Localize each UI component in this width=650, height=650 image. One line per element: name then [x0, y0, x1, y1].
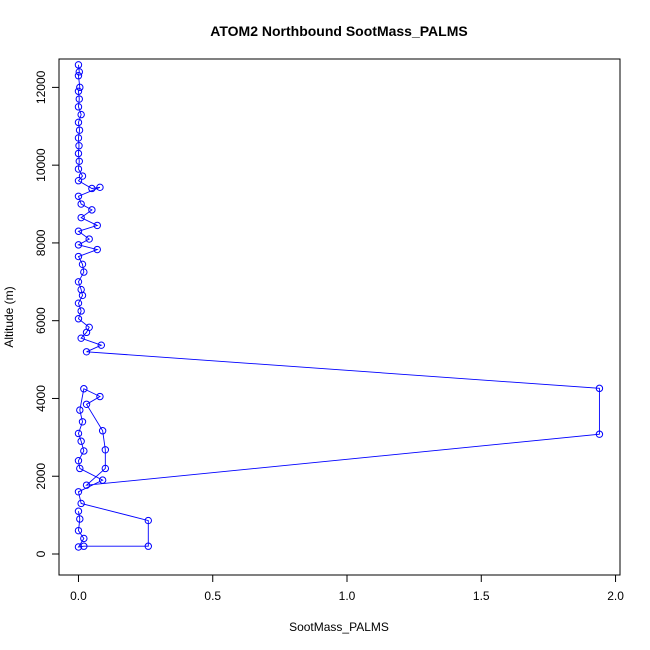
data-point — [80, 534, 88, 543]
y-tick-label: 0 — [34, 550, 48, 557]
data-point — [76, 515, 84, 523]
x-axis: 0.0 0.5 1.0 1.5 2.0 — [70, 574, 624, 603]
data-point — [77, 499, 85, 508]
data-point — [77, 307, 85, 315]
x-axis-label: SootMass_PALMS — [289, 620, 389, 634]
data-point — [74, 456, 83, 465]
data-point — [76, 464, 84, 473]
data-point — [74, 165, 83, 173]
data-point — [98, 427, 107, 435]
data-point — [74, 134, 83, 142]
data-point — [74, 103, 83, 111]
data-point — [74, 252, 83, 261]
data-point — [93, 245, 101, 254]
data-point — [82, 400, 91, 408]
plot-frame — [58, 58, 621, 576]
x-tick-label: 0.5 — [204, 589, 221, 603]
data-point — [88, 206, 96, 214]
y-tick-label: 6000 — [34, 307, 48, 334]
data-point — [74, 278, 83, 286]
y-tick-label: 10000 — [34, 148, 48, 182]
data-point — [75, 126, 84, 134]
x-tick-label: 1.5 — [473, 589, 490, 603]
data-point — [74, 299, 83, 307]
data-point — [98, 476, 107, 484]
data-point — [85, 235, 93, 243]
series-line — [77, 64, 600, 548]
data-point — [74, 429, 83, 438]
data-point — [75, 142, 83, 150]
data-point — [74, 543, 83, 551]
x-tick-label: 1.0 — [339, 589, 356, 603]
y-tick-label: 8000 — [34, 229, 48, 256]
data-point — [77, 213, 85, 222]
data-point — [101, 464, 110, 473]
data-point — [74, 118, 83, 127]
data-point — [78, 172, 87, 180]
data-point — [80, 385, 88, 393]
x-tick-label: 0.0 — [70, 589, 87, 603]
data-point — [595, 384, 604, 393]
data-point — [82, 348, 91, 356]
data-point — [74, 61, 83, 69]
data-point — [77, 437, 85, 445]
data-point — [75, 68, 83, 76]
data-point — [78, 418, 87, 426]
data-point — [74, 315, 83, 323]
data-point — [97, 341, 105, 349]
data-point — [78, 291, 87, 300]
data-point — [76, 83, 84, 92]
data-point — [80, 542, 88, 550]
data-point — [80, 268, 88, 276]
data-point — [88, 184, 96, 193]
data-point — [77, 334, 85, 342]
data-point — [74, 177, 83, 185]
y-tick-label: 4000 — [34, 385, 48, 412]
data-point — [77, 200, 85, 208]
data-point — [144, 542, 152, 550]
data-point — [74, 507, 83, 515]
data-point — [101, 446, 110, 454]
data-point — [82, 481, 91, 489]
data-point — [74, 192, 83, 200]
data-point — [74, 526, 83, 535]
data-point — [78, 260, 87, 269]
series-layer — [74, 61, 604, 551]
data-point — [74, 227, 83, 235]
data-point — [75, 157, 83, 165]
data-point — [96, 392, 104, 401]
data-point — [82, 328, 91, 337]
y-tick-label: 12000 — [34, 70, 48, 104]
data-point — [80, 447, 88, 455]
data-point — [595, 430, 604, 438]
data-point — [75, 95, 83, 103]
data-point — [74, 149, 83, 158]
data-point — [77, 110, 85, 119]
data-point — [93, 221, 101, 230]
data-point — [74, 72, 83, 80]
data-point — [74, 87, 83, 95]
y-tick-label: 2000 — [34, 463, 48, 490]
data-point — [96, 183, 104, 192]
data-point — [76, 406, 84, 414]
y-axis: 0 2000 4000 6000 8000 10000 12000 — [34, 70, 60, 557]
data-point — [144, 516, 152, 525]
y-axis-label: Altitude (m) — [2, 286, 16, 347]
x-tick-label: 2.0 — [607, 589, 624, 603]
chart-title: ATOM2 Northbound SootMass_PALMS — [210, 23, 467, 39]
data-point — [74, 488, 83, 496]
data-point — [74, 241, 83, 249]
